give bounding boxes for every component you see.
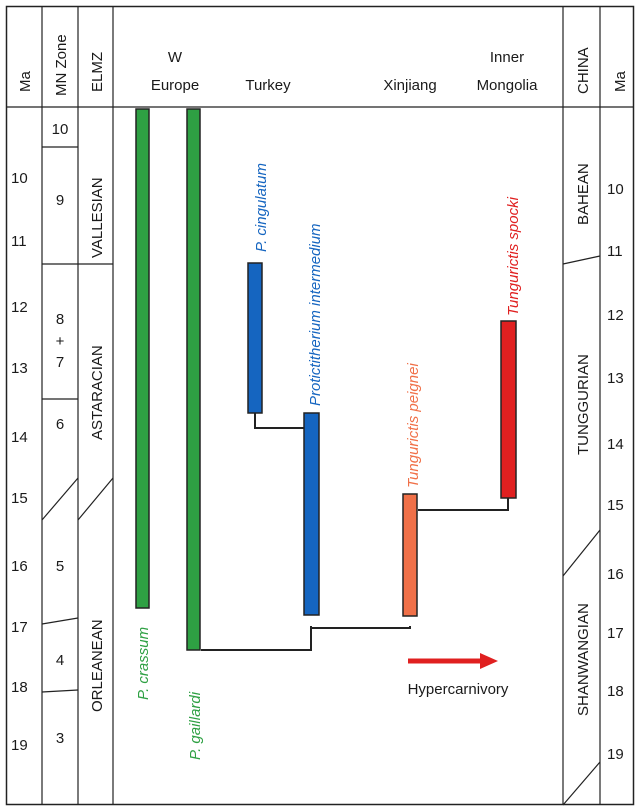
range-bar-tungurictis-spocki [500, 320, 517, 499]
mn-zone-label: 6 [56, 416, 64, 433]
ma-ticks-right: 10 11 12 13 14 15 16 17 18 19 [607, 181, 624, 763]
header-xinjiang: Xinjiang [383, 77, 436, 94]
ma-left-tick: 14 [11, 429, 28, 446]
elmz-header: ELMZ [89, 52, 106, 92]
mn-zone-labels: 10 9 8 + 7 6 5 4 3 [52, 121, 69, 747]
ma-left-tick: 18 [11, 679, 28, 696]
ma-right-tick: 15 [607, 497, 624, 514]
hypercarnivory-label: Hypercarnivory [408, 681, 509, 698]
ma-left-tick: 11 [11, 233, 27, 250]
range-bar-protictitherium-intermedium [303, 412, 320, 616]
ma-left-tick: 17 [11, 619, 28, 636]
taxon-label-tungurictis-spocki: Tungurictis spocki [505, 196, 522, 316]
ma-left-tick: 16 [11, 558, 28, 575]
mn-zone-header: MN Zone [53, 34, 70, 96]
china-shanwangian: SHANWANGIAN [575, 603, 592, 716]
ma-left-tick: 12 [11, 299, 28, 316]
ma-right-tick: 16 [607, 566, 624, 583]
ma-ticks-left: 10 11 12 13 14 15 16 17 18 19 [11, 170, 28, 754]
ma-right-tick: 19 [607, 746, 624, 763]
china-header: CHINA [575, 47, 592, 94]
hypercarnivory-arrow [408, 653, 498, 669]
column-dividers [6, 6, 634, 805]
ma-left-tick: 19 [11, 737, 28, 754]
elmz-orleanean: ORLEANEAN [89, 619, 106, 712]
china-tunggurian: TUNGGURIAN [575, 354, 592, 455]
ma-right-tick: 18 [607, 683, 624, 700]
ma-left-tick: 15 [11, 490, 28, 507]
mn-zone-label: 3 [56, 730, 64, 747]
header-inner-mongolia-line1: Inner [490, 49, 524, 66]
diagram-frame [5, 5, 635, 806]
mn-zone-label: 4 [56, 652, 64, 669]
ma-right-tick: 12 [607, 307, 624, 324]
range-bar-p-cingulatum [247, 262, 263, 414]
china-stage-boundaries [562, 255, 601, 806]
mn-zone-label: 5 [56, 558, 64, 575]
header-w-europe-line2: Europe [151, 77, 199, 94]
taxon-label-p-gaillardi: P. gaillardi [187, 691, 204, 760]
mn-zone-label: 9 [56, 192, 64, 209]
ma-right-tick: 10 [607, 181, 624, 198]
ma-right-tick: 11 [607, 243, 623, 260]
header-turkey: Turkey [245, 77, 291, 94]
header-inner-mongolia-line2: Mongolia [477, 77, 539, 94]
range-bar-p-gaillardi [186, 108, 201, 651]
mn-zone-boundaries [41, 146, 79, 693]
china-bahean: BAHEAN [575, 163, 592, 225]
phylogeny-connectors [201, 413, 509, 651]
ma-left-tick: 10 [11, 170, 28, 187]
elmz-vallesian: VALLESIAN [89, 177, 106, 258]
ma-right-header: Ma [612, 71, 629, 92]
taxon-label-p-cingulatum: P. cingulatum [253, 163, 270, 252]
taxon-label-tungurictis-peignei: Tungurictis peignei [405, 363, 422, 488]
ma-left-header: Ma [17, 71, 34, 92]
mn-zone-label: 10 [52, 121, 69, 138]
mn-zone-label: + [56, 333, 65, 350]
mn-zone-label: 8 [56, 311, 64, 328]
elmz-astaracian: ASTARACIAN [89, 345, 106, 440]
taxon-label-p-crassum: P. crassum [135, 627, 152, 700]
range-bar-p-crassum [135, 108, 150, 609]
ma-right-tick: 17 [607, 625, 624, 642]
range-bar-tungurictis-peignei [402, 493, 418, 617]
ma-left-tick: 13 [11, 360, 28, 377]
elmz-boundaries [77, 263, 114, 521]
mn-zone-label: 7 [56, 354, 64, 371]
ma-right-tick: 13 [607, 370, 624, 387]
taxon-label-protictitherium-intermedium: Protictitherium intermedium [307, 223, 324, 406]
header-w-europe-line1: W [168, 49, 183, 66]
ma-right-tick: 14 [607, 436, 624, 453]
